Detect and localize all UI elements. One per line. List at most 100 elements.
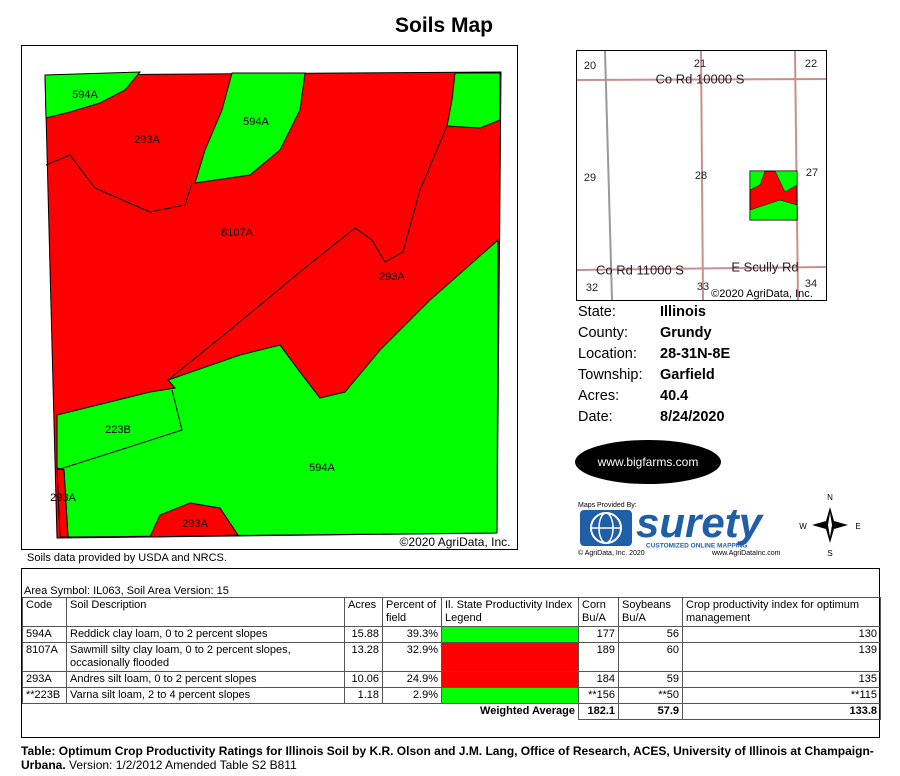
weighted-value: 182.1 xyxy=(578,703,619,720)
header-cell: Soybeans Bu/A xyxy=(618,597,683,627)
road-label: E Scully Rd xyxy=(731,259,798,274)
soil-label: 594A xyxy=(243,116,269,128)
cell: **223B xyxy=(22,687,67,704)
road-labels: Co Rd 10000 S Co Rd 11000 S E Scully Rd xyxy=(596,71,799,277)
info-value: Garfield xyxy=(660,367,715,383)
legend-swatch xyxy=(441,687,579,704)
cell: 189 xyxy=(578,642,619,672)
soil-label: 8107A xyxy=(221,227,253,239)
section-label: 34 xyxy=(805,278,817,290)
info-label: State: xyxy=(578,304,616,320)
weighted-label: Weighted Average xyxy=(22,703,579,720)
locator-copyright: ©2020 AgriData, Inc. xyxy=(711,288,813,300)
info-value: 8/24/2020 xyxy=(660,409,725,425)
cell: 594A xyxy=(22,626,67,643)
info-label: Acres: xyxy=(578,388,620,404)
citation: Table: Optimum Crop Productivity Ratings… xyxy=(21,744,874,772)
cell: 60 xyxy=(618,642,683,672)
soil-polygons xyxy=(44,71,502,539)
soil-row: 293A Andres silt loam, 0 to 2 percent slo… xyxy=(22,671,881,688)
header-cell: Corn Bu/A xyxy=(578,597,619,627)
header-cell: Percent of field xyxy=(382,597,442,627)
cell: 15.88 xyxy=(344,626,383,643)
info-label: Location: xyxy=(578,346,637,362)
surety-url: www.AgriDataInc.com xyxy=(711,550,781,557)
info-row: County: Grundy xyxy=(578,323,730,344)
map-copyright: ©2020 AgriData, Inc. xyxy=(400,535,511,549)
info-row: Acres: 40.4 xyxy=(578,386,730,407)
header-cell: Acres xyxy=(344,597,383,627)
section-label: 33 xyxy=(697,281,709,293)
info-value: Illinois xyxy=(660,304,706,320)
surety-wordmark: surety xyxy=(636,499,765,546)
section-labels: 20 21 22 29 28 27 32 33 34 xyxy=(584,58,818,294)
soil-label: 223B xyxy=(105,424,131,436)
info-label: Date: xyxy=(578,409,613,425)
cell: **156 xyxy=(578,687,619,704)
cell: Andres silt loam, 0 to 2 percent slopes xyxy=(66,671,345,688)
cell: 56 xyxy=(618,626,683,643)
soil-labels: 594A 293A 594A 8107A 293A 223B 594A 293A… xyxy=(50,89,405,530)
roads xyxy=(576,50,827,301)
cell: Varna silt loam, 2 to 4 percent slopes xyxy=(66,687,345,704)
info-label: Township: xyxy=(578,367,643,383)
info-value: 40.4 xyxy=(660,388,689,404)
compass-letter: W xyxy=(799,522,807,531)
info-row: State: Illinois xyxy=(578,302,730,323)
cell: **50 xyxy=(618,687,683,704)
header-cell: Code xyxy=(22,597,67,627)
soil-label: 594A xyxy=(72,89,98,101)
cell: 2.9% xyxy=(382,687,442,704)
compass-letter: S xyxy=(827,549,832,558)
maps: 594A 293A 594A 8107A 293A 223B 594A 293A… xyxy=(21,45,861,558)
surety-tagline: CUSTOMIZED ONLINE MAPPING xyxy=(646,543,747,550)
version: Version: 1/2/2012 Amended Table S2 B811 xyxy=(69,758,297,772)
header-cell: Crop productivity index for optimum mana… xyxy=(682,597,881,627)
map-source: Soils data provided by USDA and NRCS. xyxy=(27,552,227,564)
cell: 130 xyxy=(682,626,881,643)
section-label: 27 xyxy=(806,167,818,179)
cell: 24.9% xyxy=(382,671,442,688)
soil-label: 293A xyxy=(182,518,208,530)
soil-table-box: Area Symbol: IL063, Soil Area Version: 1… xyxy=(21,568,881,738)
cell: Reddick clay loam, 0 to 2 percent slopes xyxy=(66,626,345,643)
cell: 139 xyxy=(682,642,881,672)
soil-label: 594A xyxy=(309,462,335,474)
section-label: 28 xyxy=(695,170,707,182)
weighted-value: 57.9 xyxy=(618,703,683,720)
section-label: 22 xyxy=(805,58,817,70)
soil-table: Code Soil Description Acres Percent of fiel… xyxy=(22,597,881,720)
cell: **115 xyxy=(682,687,881,704)
maps-provided-by: Maps Provided By: xyxy=(578,502,637,509)
section-label: 32 xyxy=(586,282,598,294)
legend-swatch xyxy=(441,671,579,688)
road-label: Co Rd 10000 S xyxy=(656,71,745,86)
info-row: Township: Garfield xyxy=(578,365,730,386)
soil-row: 594A Reddick clay loam, 0 to 2 percent sl… xyxy=(22,626,881,643)
weighted-row: Weighted Average 182.1 57.9 133.8 xyxy=(22,703,881,720)
info-value: Grundy xyxy=(660,325,712,341)
info-label: County: xyxy=(578,325,628,341)
surety-copyright: © AgriData, Inc. 2020 xyxy=(578,549,645,557)
header-cell: Soil Description xyxy=(66,597,345,627)
cell: Sawmill silty clay loam, 0 to 2 percent … xyxy=(66,642,345,672)
info-row: Location: 28-31N-8E xyxy=(578,344,730,365)
cell: 8107A xyxy=(22,642,67,672)
info-value: 28-31N-8E xyxy=(660,346,731,362)
cell: 135 xyxy=(682,671,881,688)
compass-letter: E xyxy=(855,522,860,531)
cell: 32.9% xyxy=(382,642,442,672)
soil-row: 8107A Sawmill silty clay loam, 0 to 2 per… xyxy=(22,642,881,672)
legend-swatch xyxy=(441,642,579,672)
cell: 39.3% xyxy=(382,626,442,643)
cell: 177 xyxy=(578,626,619,643)
info-list: State: Illinois County: Grundy Location: 28-3… xyxy=(578,302,730,428)
cell: 1.18 xyxy=(344,687,383,704)
road-label: Co Rd 11000 S xyxy=(596,262,684,277)
soil-label: 293A xyxy=(50,492,76,504)
soil-label: 293A xyxy=(379,271,405,283)
compass: N W E S xyxy=(799,493,860,558)
bigfarms-text: www.bigfarms.com xyxy=(597,455,699,469)
section-label: 20 xyxy=(584,60,596,72)
